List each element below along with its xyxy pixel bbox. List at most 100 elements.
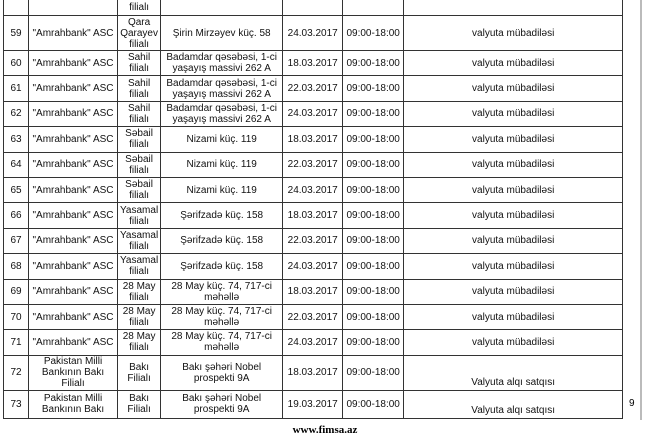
address-cell: 28 May küç. 74, 717-ci məhəllə xyxy=(160,303,284,331)
address-cell: Şərifzadə küç. 158 xyxy=(160,202,284,229)
table-row: 63 "Amrahbank" ASC Səbail filialı Nizami kü… xyxy=(3,126,624,153)
address-cell: Badamdar qəsəbəsi, 1-ci yaşayış massivi … xyxy=(160,49,284,77)
no-cell: 61 xyxy=(3,75,29,102)
no-cell: 67 xyxy=(3,227,29,255)
table-row: 71 "Amrahbank" ASC 28 May filialı 28 May kü… xyxy=(3,329,624,356)
address-cell: Şərifzadə küç. 158 xyxy=(160,253,284,280)
table-row: 73 Pakistan Milli Bankının Bakı Bakı Filia… xyxy=(3,389,624,419)
branch-cell: Qara Qarayev filialı xyxy=(116,15,162,51)
bank-cell: "Amrahbank" ASC xyxy=(28,278,118,305)
branch-schedule-table: filialı 59 "Amrahbank" ASC Qara Qarayev fi… xyxy=(3,0,624,419)
bank-cell: "Amrahbank" ASC xyxy=(28,303,118,331)
hours-cell: 09:00-18:00 xyxy=(342,49,405,77)
hours-cell: 09:00-18:00 xyxy=(342,253,405,280)
address-cell: 28 May küç. 74, 717-ci məhəllə xyxy=(160,329,284,356)
table-row: 69 "Amrahbank" ASC 28 May filialı 28 May kü… xyxy=(3,278,624,305)
bank-cell: "Amrahbank" ASC xyxy=(28,151,118,178)
table-row: 68 "Amrahbank" ASC Yasamal filialı Şərifzad… xyxy=(3,253,624,280)
no-cell: 68 xyxy=(3,253,29,280)
address-cell: Şirin Mirzəyev küç. 58 xyxy=(160,15,284,51)
date-cell: 22.03.2017 xyxy=(282,151,344,178)
branch-cell: Səbail filialı xyxy=(116,126,162,153)
table-row: 60 "Amrahbank" ASC Sahil filialı Badamdar q… xyxy=(3,49,624,77)
no-cell: 65 xyxy=(3,176,29,204)
branch-cell: Səbail filialı xyxy=(116,176,162,204)
bank-cell: "Amrahbank" ASC xyxy=(28,202,118,229)
table-row: 67 "Amrahbank" ASC Yasamal filialı Şərifzad… xyxy=(3,227,624,255)
bank-cell: "Amrahbank" ASC xyxy=(28,49,118,77)
hours-cell: 09:00-18:00 xyxy=(342,278,405,305)
bank-cell: "Amrahbank" ASC xyxy=(28,126,118,153)
table-row: 59 "Amrahbank" ASC Qara Qarayev filialı Şir… xyxy=(3,15,624,51)
date-cell: 18.03.2017 xyxy=(282,202,344,229)
date-cell: 18.03.2017 xyxy=(282,49,344,77)
date-cell: 22.03.2017 xyxy=(282,303,344,331)
address-cell: 28 May küç. 74, 717-ci məhəllə xyxy=(160,278,284,305)
no-cell: 64 xyxy=(3,151,29,178)
bank-cell: "Amrahbank" ASC xyxy=(28,253,118,280)
table-row: 70 "Amrahbank" ASC 28 May filialı 28 May kü… xyxy=(3,303,624,331)
service-cell: valyuta mübadiləsi xyxy=(403,75,624,102)
page-number: 9 xyxy=(629,398,635,409)
bank-cell: "Amrahbank" ASC xyxy=(28,227,118,255)
no-cell: 59 xyxy=(3,15,29,51)
address-cell: Nizami küç. 119 xyxy=(160,151,284,178)
no-cell: 63 xyxy=(3,126,29,153)
service-cell: valyuta mübadiləsi xyxy=(403,329,624,356)
hours-cell: 09:00-18:00 xyxy=(342,227,405,255)
date-cell: 18.03.2017 xyxy=(282,278,344,305)
no-cell: 62 xyxy=(3,100,29,128)
hours-cell: 09:00-18:00 xyxy=(342,329,405,356)
table-row: filialı xyxy=(3,0,624,16)
hours-cell: 09:00-18:00 xyxy=(342,202,405,229)
bank-cell: Pakistan Milli Bankının Bakı xyxy=(28,389,118,419)
table-row: 65 "Amrahbank" ASC Səbail filialı Nizami kü… xyxy=(3,176,624,204)
no-cell: 72 xyxy=(3,354,29,391)
address-cell: Bakı şəhəri Nobel prospekti 9A xyxy=(160,389,284,419)
service-cell: valyuta mübadiləsi xyxy=(403,126,624,153)
no-cell: 73 xyxy=(3,389,29,419)
date-cell: 24.03.2017 xyxy=(282,329,344,356)
table-row: 66 "Amrahbank" ASC Yasamal filialı Şərifzad… xyxy=(3,202,624,229)
branch-cell: Səbail filialı xyxy=(116,151,162,178)
date-cell: 18.03.2017 xyxy=(282,126,344,153)
page-edge xyxy=(640,0,642,420)
branch-cell: Sahil filialı xyxy=(116,49,162,77)
address-cell: Badamdar qəsəbəsi, 1-ci yaşayış massivi … xyxy=(160,100,284,128)
no-cell: 60 xyxy=(3,49,29,77)
service-cell: valyuta mübadiləsi xyxy=(403,100,624,128)
service-cell: valyuta mübadiləsi xyxy=(403,202,624,229)
branch-cell: Yasamal filialı xyxy=(116,253,162,280)
address-cell: Bakı şəhəri Nobel prospekti 9A xyxy=(160,354,284,391)
date-cell: 24.03.2017 xyxy=(282,176,344,204)
date-cell: 18.03.2017 xyxy=(282,354,344,391)
hours-cell: 09:00-18:00 xyxy=(342,126,405,153)
address-cell: Şərifzadə küç. 158 xyxy=(160,227,284,255)
branch-cell: 28 May filialı xyxy=(116,303,162,331)
service-cell: valyuta mübadiləsi xyxy=(403,15,624,51)
address-cell: Nizami küç. 119 xyxy=(160,176,284,204)
table-row: 61 "Amrahbank" ASC Sahil filialı Badamdar q… xyxy=(3,75,624,102)
table-row: 72 Pakistan Milli Bankının Bakı Filialı Ba… xyxy=(3,354,624,391)
no-cell: 69 xyxy=(3,278,29,305)
hours-cell: 09:00-18:00 xyxy=(342,303,405,331)
hours-cell: 09:00-18:00 xyxy=(342,354,405,391)
table-row: 62 "Amrahbank" ASC Sahil filialı Badamdar q… xyxy=(3,100,624,128)
branch-cell: Bakı Filialı xyxy=(116,354,162,391)
branch-cell: Sahil filialı xyxy=(116,75,162,102)
service-cell: valyuta mübadiləsi xyxy=(403,303,624,331)
date-cell: 22.03.2017 xyxy=(282,227,344,255)
bank-cell: "Amrahbank" ASC xyxy=(28,75,118,102)
branch-cell: Bakı Filialı xyxy=(116,389,162,419)
service-cell: valyuta mübadiləsi xyxy=(403,278,624,305)
branch-cell: Yasamal filialı xyxy=(116,227,162,255)
no-cell: 71 xyxy=(3,329,29,356)
service-cell: valyuta mübadiləsi xyxy=(403,176,624,204)
service-cell: valyuta mübadiləsi xyxy=(403,151,624,178)
date-cell: 22.03.2017 xyxy=(282,75,344,102)
date-cell: 19.03.2017 xyxy=(282,389,344,419)
branch-cell: filialı xyxy=(116,0,162,16)
bank-cell: "Amrahbank" ASC xyxy=(28,15,118,51)
hours-cell: 09:00-18:00 xyxy=(342,176,405,204)
branch-cell: Yasamal filialı xyxy=(116,202,162,229)
